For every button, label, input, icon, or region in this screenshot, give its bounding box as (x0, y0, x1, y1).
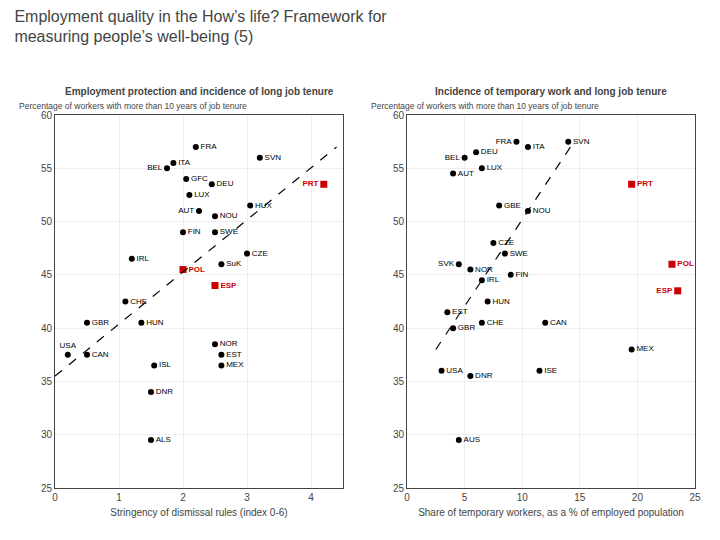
svg-text:NOR: NOR (220, 339, 238, 348)
svg-text:NOR: NOR (475, 265, 493, 274)
svg-text:BEL: BEL (445, 153, 461, 162)
svg-text:SVN: SVN (573, 137, 590, 146)
svg-text:20: 20 (632, 492, 644, 503)
svg-text:IRL: IRL (487, 275, 500, 284)
svg-text:25: 25 (689, 492, 701, 503)
svg-text:60: 60 (41, 110, 53, 121)
svg-text:PRT: PRT (302, 179, 318, 188)
svg-text:MEX: MEX (226, 360, 244, 369)
svg-text:USA: USA (60, 341, 77, 350)
svg-text:SVK: SVK (438, 259, 455, 268)
svg-text:LUX: LUX (194, 190, 210, 199)
svg-text:HUX: HUX (255, 201, 273, 210)
svg-text:AUT: AUT (458, 169, 474, 178)
svg-text:FRA: FRA (496, 137, 513, 146)
svg-text:5: 5 (462, 492, 468, 503)
svg-text:IRL: IRL (137, 254, 150, 263)
svg-text:DEU: DEU (481, 147, 498, 156)
svg-text:CHE: CHE (130, 297, 147, 306)
svg-text:15: 15 (574, 492, 586, 503)
svg-text:USA: USA (446, 366, 463, 375)
svg-text:EST: EST (452, 307, 468, 316)
svg-text:CHE: CHE (487, 318, 504, 327)
svg-text:LUX: LUX (487, 163, 503, 172)
svg-text:35: 35 (41, 376, 53, 387)
svg-text:NOU: NOU (533, 206, 551, 215)
svg-text:50: 50 (41, 216, 53, 227)
svg-text:POL: POL (677, 259, 694, 268)
svg-text:MEX: MEX (636, 344, 654, 353)
svg-text:50: 50 (393, 216, 405, 227)
svg-text:Percentage of workers with mor: Percentage of workers with more than 10 … (19, 101, 247, 111)
svg-text:ISE: ISE (544, 366, 557, 375)
svg-text:CZE: CZE (498, 238, 514, 247)
svg-text:DNR: DNR (156, 387, 174, 396)
svg-text:EST: EST (226, 350, 242, 359)
svg-text:4: 4 (308, 492, 314, 503)
svg-text:DEU: DEU (217, 179, 234, 188)
svg-text:ESP: ESP (656, 286, 673, 295)
svg-text:0: 0 (404, 492, 410, 503)
svg-text:PRT: PRT (637, 179, 653, 188)
svg-text:ITA: ITA (533, 142, 546, 151)
svg-text:NOU: NOU (220, 211, 238, 220)
svg-text:HUN: HUN (492, 297, 510, 306)
svg-text:30: 30 (41, 429, 53, 440)
svg-text:FIN: FIN (515, 270, 528, 279)
svg-text:DNR: DNR (475, 371, 493, 380)
svg-text:25: 25 (41, 483, 53, 494)
svg-text:3: 3 (244, 492, 250, 503)
svg-text:FRA: FRA (201, 142, 218, 151)
svg-text:GBR: GBR (458, 323, 476, 332)
svg-text:Share of temporary workers, as: Share of temporary workers, as a % of em… (418, 507, 684, 518)
svg-text:Employment protection and inci: Employment protection and incidence of l… (65, 86, 334, 97)
svg-text:35: 35 (393, 376, 405, 387)
svg-text:55: 55 (41, 163, 53, 174)
svg-text:FIN: FIN (188, 227, 201, 236)
svg-text:AUS: AUS (464, 435, 480, 444)
svg-text:HUN: HUN (146, 318, 164, 327)
svg-text:SuK: SuK (226, 259, 242, 268)
svg-text:45: 45 (41, 269, 53, 280)
svg-text:BEL: BEL (147, 163, 163, 172)
svg-text:ESP: ESP (220, 281, 237, 290)
svg-text:Stringency of dismissal rules: Stringency of dismissal rules (index 0-6… (110, 507, 287, 518)
svg-text:Incidence of temporary work an: Incidence of temporary work and long job… (435, 86, 667, 97)
svg-text:SWE: SWE (220, 227, 238, 236)
svg-text:55: 55 (393, 163, 405, 174)
svg-text:40: 40 (393, 323, 405, 334)
svg-text:GFC: GFC (191, 174, 208, 183)
svg-text:45: 45 (393, 269, 405, 280)
svg-text:GBR: GBR (92, 318, 110, 327)
svg-text:1: 1 (116, 492, 122, 503)
svg-text:ALS: ALS (156, 435, 171, 444)
svg-text:2: 2 (180, 492, 186, 503)
svg-text:0: 0 (52, 492, 58, 503)
svg-text:25: 25 (393, 483, 405, 494)
svg-text:GBE: GBE (504, 201, 521, 210)
svg-text:CAN: CAN (92, 350, 109, 359)
svg-text:ITA: ITA (178, 158, 191, 167)
svg-text:POL: POL (188, 265, 205, 274)
svg-text:AUT: AUT (178, 206, 194, 215)
svg-text:40: 40 (41, 323, 53, 334)
svg-text:30: 30 (393, 429, 405, 440)
svg-text:SWE: SWE (510, 249, 528, 258)
svg-text:CAN: CAN (550, 318, 567, 327)
svg-text:Employment quality in the How’: Employment quality in the How’s life? Fr… (14, 8, 387, 46)
svg-text:Percentage of workers with mor: Percentage of workers with more than 10 … (371, 101, 599, 111)
svg-text:60: 60 (393, 110, 405, 121)
svg-text:CZE: CZE (252, 249, 268, 258)
svg-text:SVN: SVN (265, 153, 282, 162)
svg-text:ISL: ISL (159, 360, 172, 369)
svg-text:10: 10 (517, 492, 529, 503)
